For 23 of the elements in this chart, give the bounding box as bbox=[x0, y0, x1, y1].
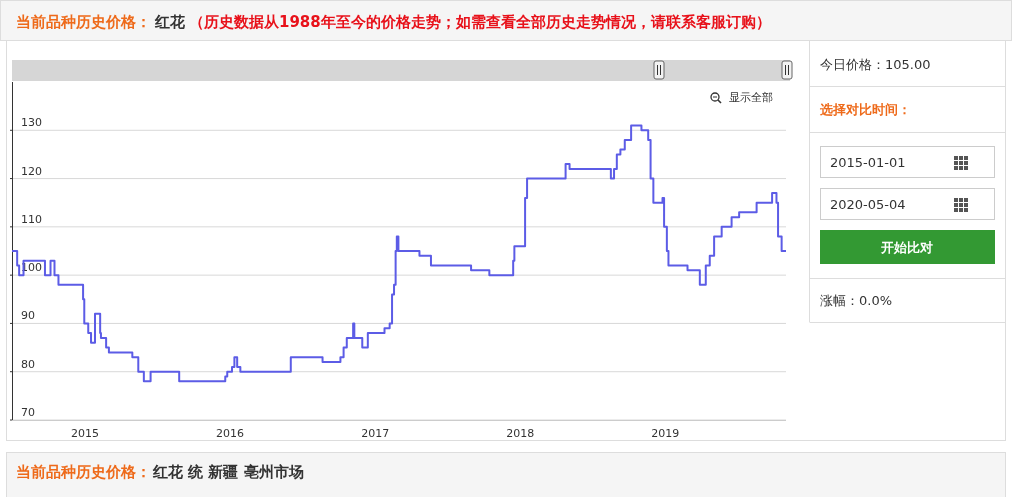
text: 选择对比时间： bbox=[819, 102, 911, 117]
chart-title: 当前品种历史价格： bbox=[16, 13, 151, 31]
y-tick-label: 90 bbox=[21, 309, 35, 323]
y-tick-label: 120 bbox=[21, 164, 42, 178]
y-tick-label: 130 bbox=[21, 116, 42, 130]
y-tick-label: 80 bbox=[21, 357, 35, 371]
text: 涨幅：0.0% bbox=[820, 293, 893, 308]
text: 2015-01-01 bbox=[830, 155, 906, 170]
text: 当前品种历史价格： bbox=[16, 463, 151, 481]
chart-subtitle: 红花 bbox=[154, 13, 186, 31]
x-tick-label: 2018 bbox=[506, 427, 535, 440]
y-tick-label: 110 bbox=[21, 212, 42, 226]
y-tick-label: 70 bbox=[21, 406, 35, 419]
text: 红花 统 新疆 亳州市场 bbox=[152, 463, 304, 481]
annotation: 显示全部 bbox=[729, 91, 773, 104]
x-tick-label: 2016 bbox=[216, 427, 245, 440]
text: 2020-05-04 bbox=[830, 197, 906, 212]
x-tick-label: 2015 bbox=[71, 427, 100, 440]
text: 开始比对 bbox=[880, 240, 933, 255]
text: 今日价格：105.00 bbox=[820, 57, 931, 72]
x-tick-label: 2017 bbox=[361, 427, 390, 440]
x-tick-label: 2019 bbox=[651, 427, 680, 440]
text: （历史数据从1988年至今的价格走势；如需查看全部历史走势情况，请联系客服订购） bbox=[189, 13, 771, 31]
